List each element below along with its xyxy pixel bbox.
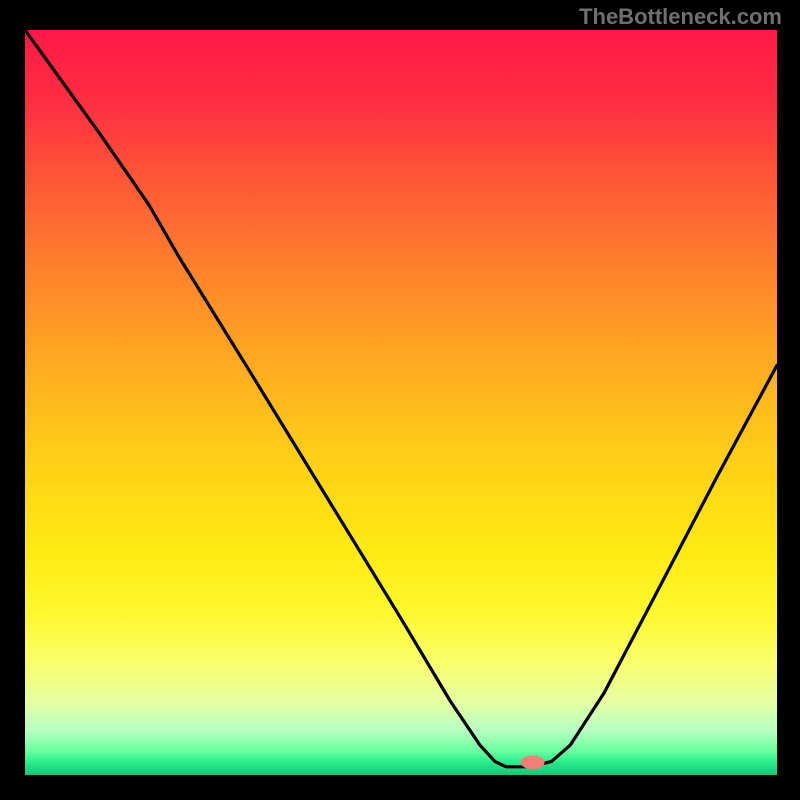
bottleneck-curve-chart <box>25 30 777 775</box>
chart-frame: TheBottleneck.com <box>0 0 800 800</box>
optimal-point-marker <box>521 755 545 769</box>
watermark-label: TheBottleneck.com <box>579 4 782 30</box>
plot-gradient-background <box>25 30 777 775</box>
